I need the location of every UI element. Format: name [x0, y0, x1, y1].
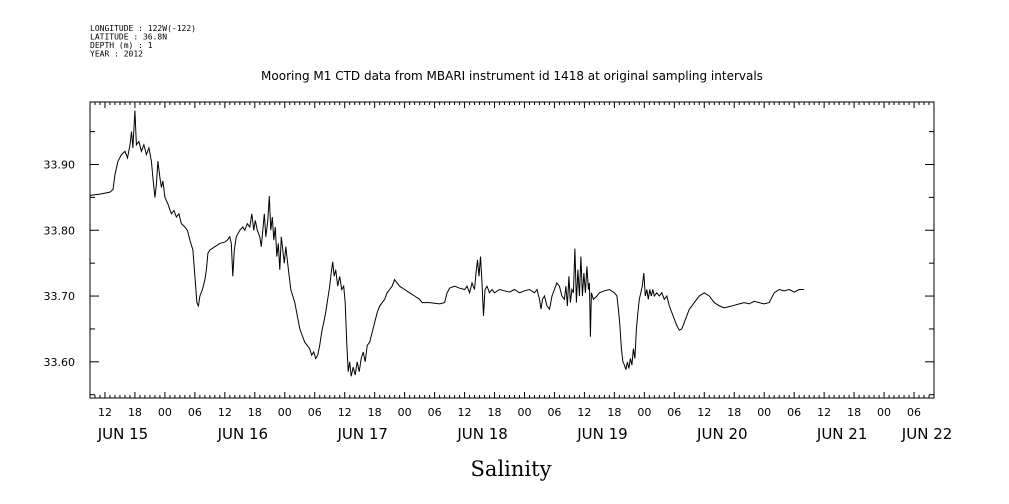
x-day-label: JUN 20 [696, 425, 747, 443]
x-tick-label: 18 [488, 406, 502, 419]
x-tick-label: 06 [308, 406, 322, 419]
x-day-label: JUN 22 [901, 425, 952, 443]
x-tick-label: 06 [547, 406, 561, 419]
metadata-line: YEAR : 2012 [90, 50, 143, 59]
x-tick-label: 18 [248, 406, 262, 419]
x-tick-label: 00 [517, 406, 531, 419]
metadata-block: LONGITUDE : 122W(-122)LATITUDE : 36.8NDE… [90, 24, 196, 59]
y-tick-labels: 33.60 33.70 33.80 33.90 [44, 158, 76, 368]
x-tick-label: 06 [667, 406, 681, 419]
x-tick-label: 00 [877, 406, 891, 419]
x-day-label: JUN 18 [456, 425, 507, 443]
y-tick-label: 33.70 [44, 290, 76, 303]
x-tick-label: 18 [847, 406, 861, 419]
x-tick-label: 00 [637, 406, 651, 419]
x-tick-label: 12 [458, 406, 472, 419]
y-tick-label: 33.90 [44, 158, 76, 171]
x-day-labels: JUN 15 JUN 16 JUN 17 JUN 18 JUN 19 JUN 20 JUN … [97, 425, 953, 443]
x-tick-label: 00 [158, 406, 172, 419]
x-day-label: JUN 16 [217, 425, 268, 443]
salinity-series-line [89, 110, 805, 377]
x-tick-label: 06 [188, 406, 202, 419]
x-tick-label: 12 [577, 406, 591, 419]
x-tick-label: 18 [128, 406, 142, 419]
x-tick-label: 06 [907, 406, 921, 419]
x-tick-label: 12 [697, 406, 711, 419]
x-day-label: JUN 21 [816, 425, 867, 443]
y-tick-label: 33.60 [44, 356, 76, 369]
chart-title: Mooring M1 CTD data from MBARI instrumen… [261, 69, 763, 83]
x-tick-label: 00 [278, 406, 292, 419]
x-tick-label: 06 [428, 406, 442, 419]
x-tick-label: 18 [368, 406, 382, 419]
x-tick-label: 00 [398, 406, 412, 419]
x-tick-label: 06 [787, 406, 801, 419]
metadata-line: LATITUDE : 36.8N [90, 33, 167, 42]
y-tick-label: 33.80 [44, 224, 76, 237]
x-tick-labels: 12 18 00 06 12 18 00 06 12 18 00 06 12 18 00 06 12 18 00 06… [98, 406, 921, 419]
x-axis-label: Salinity [471, 457, 552, 481]
x-day-label: JUN 15 [97, 425, 148, 443]
metadata-line: DEPTH (m) : 1 [90, 41, 153, 50]
x-day-label: JUN 19 [576, 425, 627, 443]
x-tick-label: 12 [98, 406, 112, 419]
x-tick-label: 12 [817, 406, 831, 419]
plot-frame [89, 101, 935, 399]
x-tick-label: 18 [727, 406, 741, 419]
x-tick-label: 18 [607, 406, 621, 419]
x-day-label: JUN 17 [336, 425, 387, 443]
x-tick-label: 12 [218, 406, 232, 419]
x-tick-label: 12 [338, 406, 352, 419]
metadata-line: LONGITUDE : 122W(-122) [90, 24, 196, 33]
x-tick-label: 00 [757, 406, 771, 419]
axis-ticks [89, 102, 935, 398]
